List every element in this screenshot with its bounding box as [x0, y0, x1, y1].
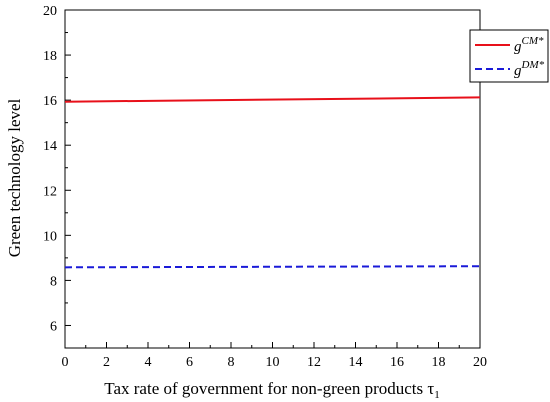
x-tick-label: 16 — [390, 355, 404, 370]
x-axis-label: Tax rate of government for non-green pro… — [104, 379, 439, 401]
series-line-dm — [64, 265, 481, 269]
x-tick-label: 12 — [307, 355, 321, 370]
legend-entry: gCM* — [514, 35, 544, 55]
legend-entry-name: g — [514, 63, 522, 79]
y-axis-label: Green technology level — [5, 98, 24, 257]
y-tick-label: 20 — [43, 4, 57, 19]
legend-entry-superscript: DM* — [521, 59, 545, 71]
y-tick-label: 8 — [50, 274, 57, 289]
x-tick-label: 20 — [473, 355, 487, 370]
y-tick-label: 6 — [50, 319, 57, 334]
y-tick-label: 12 — [43, 184, 57, 199]
legend-entry-name: g — [514, 39, 522, 55]
x-tick-label: 0 — [62, 355, 69, 370]
legend-entry-superscript: CM* — [522, 35, 545, 47]
x-tick-label: 8 — [228, 355, 235, 370]
x-axis-label-subscript: 1 — [434, 389, 440, 401]
series-lines — [64, 96, 481, 269]
legend: gCM*gDM* — [469, 29, 549, 83]
axis-labels: Tax rate of government for non-green pro… — [5, 98, 440, 401]
x-tick-label: 14 — [349, 355, 363, 370]
plot-frame — [64, 9, 481, 349]
axes: 0 2 4 6 8 10 12 14 16 18 20 6 8 10 12 14 16 18 20 — [43, 4, 487, 370]
x-axis-label-text: Tax rate of government for non-green pro… — [104, 379, 434, 398]
y-tick-label: 14 — [43, 139, 57, 154]
plot-area — [64, 9, 481, 349]
x-tick-label: 4 — [145, 355, 152, 370]
x-tick-label: 18 — [432, 355, 446, 370]
y-tick-label: 18 — [43, 49, 57, 64]
x-tick-label: 10 — [266, 355, 280, 370]
y-tick-label: 16 — [43, 94, 57, 109]
legend-box — [469, 29, 549, 83]
x-tick-label: 6 — [186, 355, 193, 370]
series-line-cm — [64, 96, 481, 103]
legend-entry: gDM* — [514, 59, 545, 79]
y-tick-label: 10 — [43, 229, 57, 244]
x-tick-label: 2 — [103, 355, 110, 370]
